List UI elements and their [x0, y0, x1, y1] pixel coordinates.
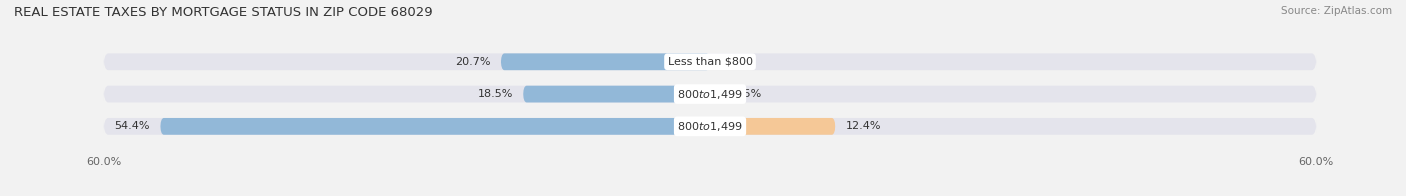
Text: Less than $800: Less than $800	[668, 57, 752, 67]
Text: 54.4%: 54.4%	[115, 121, 150, 131]
Text: $800 to $1,499: $800 to $1,499	[678, 120, 742, 133]
FancyBboxPatch shape	[710, 118, 835, 135]
FancyBboxPatch shape	[104, 86, 1316, 103]
Text: 0.0%: 0.0%	[720, 57, 748, 67]
Text: $800 to $1,499: $800 to $1,499	[678, 88, 742, 101]
FancyBboxPatch shape	[104, 53, 1316, 70]
Text: Source: ZipAtlas.com: Source: ZipAtlas.com	[1281, 6, 1392, 16]
FancyBboxPatch shape	[104, 118, 1316, 135]
Text: REAL ESTATE TAXES BY MORTGAGE STATUS IN ZIP CODE 68029: REAL ESTATE TAXES BY MORTGAGE STATUS IN …	[14, 6, 433, 19]
Text: 18.5%: 18.5%	[478, 89, 513, 99]
FancyBboxPatch shape	[160, 118, 710, 135]
FancyBboxPatch shape	[523, 86, 710, 103]
FancyBboxPatch shape	[501, 53, 710, 70]
Text: 12.4%: 12.4%	[845, 121, 882, 131]
Text: 0.65%: 0.65%	[727, 89, 762, 99]
FancyBboxPatch shape	[710, 86, 717, 103]
Text: 20.7%: 20.7%	[456, 57, 491, 67]
